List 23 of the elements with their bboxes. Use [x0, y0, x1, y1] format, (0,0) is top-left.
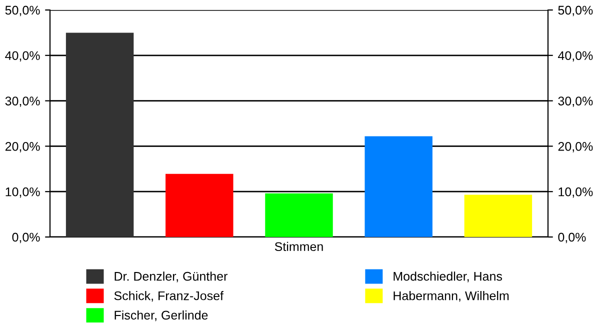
y-tick-label: 10,0%: [6, 187, 40, 198]
bar: [364, 136, 432, 237]
bar: [166, 174, 234, 237]
text: 40,0%: [558, 51, 593, 62]
bar: [464, 194, 532, 237]
legend-label: Modschiedler, Hans: [394, 272, 502, 282]
y-tick-label: 50,0%: [5, 6, 40, 16]
y-tick-label: 20,0%: [5, 142, 40, 152]
text: 50,0%: [558, 6, 593, 16]
bar: [66, 32, 134, 237]
legend-label: Schick, Franz-Josef: [114, 291, 224, 302]
text: 0,0%: [558, 232, 586, 244]
text: 30,0%: [558, 96, 593, 107]
text: 10,0%: [558, 187, 593, 198]
x-tick-label: Stimmen: [274, 242, 323, 252]
legend-label: Fischer, Gerlinde: [114, 310, 208, 322]
legend-label: Habermann, Wilhelm: [394, 291, 509, 302]
y-tick-label: 30,0%: [5, 96, 40, 107]
y-tick-label: 40,0%: [5, 51, 40, 62]
y-tick-label: 0,0%: [12, 232, 40, 244]
bar: [265, 193, 333, 237]
legend-label: Dr. Denzler, Günther: [114, 272, 228, 282]
text: 20,0%: [558, 142, 593, 152]
